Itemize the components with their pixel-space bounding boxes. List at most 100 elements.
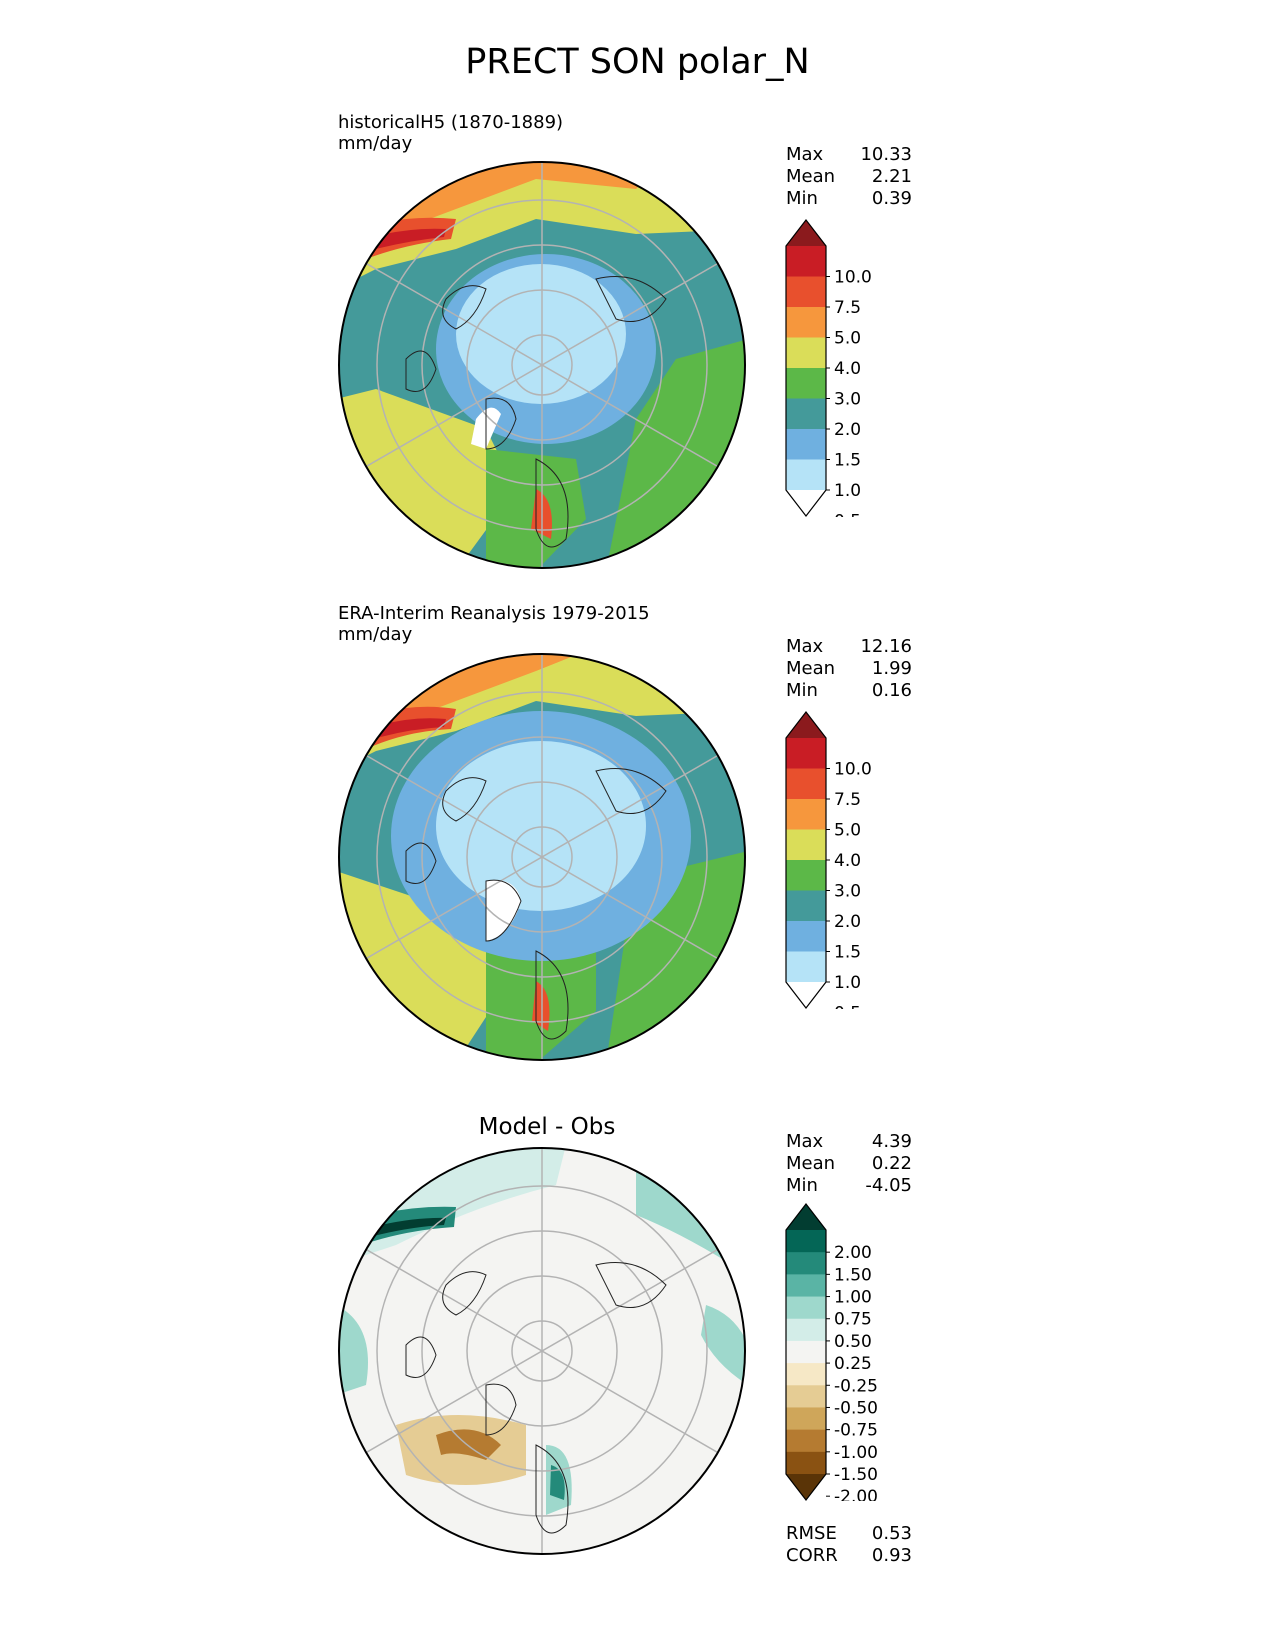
colorbar-bin xyxy=(786,276,826,308)
colorbar-bin xyxy=(786,1385,826,1408)
colorbar-tick-label: 7.5 xyxy=(834,790,861,810)
map-3-asia-diff-core xyxy=(550,1465,565,1500)
colorbar-tick-label: 1.5 xyxy=(834,943,861,963)
colorbar-tick-label: 1.0 xyxy=(834,481,861,501)
map-2-coastlines xyxy=(405,768,667,1040)
colorbar-tick-label: 0.75 xyxy=(834,1310,872,1330)
panel-1-title: historicalH5 (1870-1889) mm/day xyxy=(338,112,563,154)
colorbar-bin xyxy=(786,890,826,922)
colorbar-tick-label: 1.5 xyxy=(834,451,861,471)
map-3-negative-core xyxy=(436,1429,501,1460)
map-3-europe-diff xyxy=(701,1305,745,1385)
panel-3-polar-map xyxy=(338,1147,746,1555)
panel-1-title-line1: historicalH5 (1870-1889) xyxy=(338,112,564,133)
colorbar-tick-label: 5.0 xyxy=(834,821,861,841)
figure-title: PRECT SON polar_N xyxy=(465,42,810,82)
panel-2-stat-mean: Mean 1.99 xyxy=(786,658,912,679)
colorbar-tick-label: 4.0 xyxy=(834,851,861,871)
colorbar-bin xyxy=(786,1274,826,1298)
map-1-arctic-core xyxy=(456,264,626,404)
map-2-graticule xyxy=(339,654,745,1060)
map-3-storm-diff-max xyxy=(358,1217,446,1239)
colorbar-bin xyxy=(786,307,826,338)
panel-3-stat-mean: Mean 0.22 xyxy=(786,1153,912,1174)
colorbar-bin xyxy=(786,1429,826,1453)
map-2-greenland-dry xyxy=(486,880,521,941)
colorbar-bin xyxy=(786,951,826,983)
panel-3-stat-min: Min -4.05 xyxy=(786,1175,912,1196)
panel-2-units: mm/day xyxy=(338,624,413,645)
panel-1-colorbar: 10.0 7.5 5.0 4.0 3.0 2.0 1.5 1.0 0.5 xyxy=(785,219,872,518)
colorbar-tick-label: 1.50 xyxy=(834,1265,872,1285)
map-1-coastlines xyxy=(405,276,667,548)
colorbar-extend-min xyxy=(786,490,826,516)
colorbar-bin xyxy=(786,860,826,891)
panel-2-stat-max: Max 12.16 xyxy=(786,636,912,657)
colorbar-bin xyxy=(786,1363,826,1386)
panel-1-units: mm/day xyxy=(338,133,413,154)
colorbar-tick-label: 0.5 xyxy=(834,512,861,518)
colorbar-extend-min xyxy=(786,1474,826,1500)
map-2-storm-max xyxy=(361,718,446,741)
map-3-boundary xyxy=(338,1147,746,1555)
colorbar-tick-label: 2.0 xyxy=(834,912,861,932)
panel-3-colorbar: 2.001.501.000.750.500.25-0.25-0.50-0.75-… xyxy=(785,1203,878,1501)
colorbar-bin xyxy=(786,1340,826,1364)
colorbar-tick-label: 7.5 xyxy=(834,298,861,318)
panel-2-colorbar: 10.0 7.5 5.0 4.0 3.0 2.0 1.5 1.0 0.5 xyxy=(785,711,872,1010)
colorbar-bin xyxy=(786,1230,826,1253)
colorbar-tick-label: 2.0 xyxy=(834,420,861,440)
colorbar-bin xyxy=(786,246,826,277)
colorbar-bin xyxy=(786,829,826,861)
map-3-coastlines xyxy=(405,1262,667,1534)
colorbar-tick-label: 1.00 xyxy=(834,1288,872,1308)
colorbar-bin xyxy=(786,1252,826,1275)
colorbar-bin xyxy=(786,368,826,399)
colorbar-bin xyxy=(786,738,826,769)
colorbar-tick-label: 0.25 xyxy=(834,1354,872,1374)
colorbar-tick-label: 10.0 xyxy=(834,268,872,288)
panel-2-title-line1: ERA-Interim Reanalysis 1979-2015 xyxy=(338,603,650,624)
map-3-graticule xyxy=(339,1148,745,1554)
colorbar-bin xyxy=(786,768,826,800)
colorbar-tick-label: 3.0 xyxy=(834,882,861,902)
colorbar-extend-max xyxy=(786,1204,826,1230)
map-3-pacific-diff xyxy=(339,1305,368,1395)
colorbar-bin xyxy=(786,1318,826,1342)
panel-3-metric-rmse: RMSE 0.53 xyxy=(786,1523,912,1544)
colorbar-tick-label: 5.0 xyxy=(834,329,861,349)
panel-2-title: ERA-Interim Reanalysis 1979-2015 mm/day xyxy=(338,603,650,645)
panel-3-title: Model - Obs xyxy=(478,1114,616,1140)
panel-1-stat-min: Min 0.39 xyxy=(786,188,912,209)
colorbar-bin xyxy=(786,799,826,830)
colorbar-tick-label: 4.0 xyxy=(834,359,861,379)
colorbar-tick-label: 10.0 xyxy=(834,760,872,780)
colorbar-bin xyxy=(786,1296,826,1320)
map-2-arctic-core xyxy=(436,741,646,911)
map-1-boundary xyxy=(338,161,746,569)
colorbar-tick-label: -0.75 xyxy=(834,1421,878,1441)
colorbar-bin xyxy=(786,1407,826,1431)
map-1-graticule xyxy=(339,162,745,568)
colorbar-bin xyxy=(786,1451,826,1475)
colorbar-bin xyxy=(786,921,826,952)
colorbar-extend-max xyxy=(786,712,826,738)
colorbar-tick-label: -0.25 xyxy=(834,1376,878,1396)
colorbar-extend-max xyxy=(786,220,826,246)
colorbar-bin xyxy=(786,398,826,430)
colorbar-bin xyxy=(786,337,826,369)
colorbar-tick-label: 0.5 xyxy=(834,1004,861,1010)
panel-1-stat-mean: Mean 2.21 xyxy=(786,166,912,187)
colorbar-tick-label: 1.0 xyxy=(834,973,861,993)
colorbar-tick-label: 3.0 xyxy=(834,390,861,410)
map-2-boundary xyxy=(338,653,746,1061)
panel-2-stat-min: Min 0.16 xyxy=(786,680,912,701)
colorbar-tick-label: -0.50 xyxy=(834,1398,878,1418)
panel-2-polar-map xyxy=(338,653,746,1061)
colorbar-tick-label: 0.50 xyxy=(834,1332,872,1352)
colorbar-tick-label: -1.50 xyxy=(834,1465,878,1485)
panel-3-stat-max: Max 4.39 xyxy=(786,1131,912,1152)
colorbar-bin xyxy=(786,459,826,491)
colorbar-extend-min xyxy=(786,982,826,1008)
panel-1-polar-map xyxy=(338,161,746,569)
